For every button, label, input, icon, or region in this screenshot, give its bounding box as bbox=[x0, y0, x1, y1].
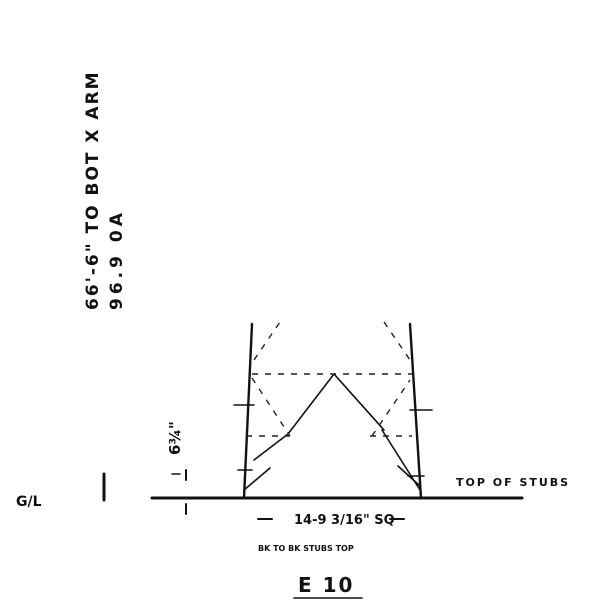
brace-dashed-right-upper bbox=[383, 321, 411, 361]
brace-center-left bbox=[287, 373, 335, 435]
brace-left-lower bbox=[243, 467, 271, 491]
tower-leg-right bbox=[408, 322, 423, 500]
sheet-id: E 10 bbox=[298, 573, 354, 597]
ground-line-label: G/L bbox=[16, 494, 42, 510]
brace-dashed-right-mid bbox=[371, 379, 411, 437]
base-dimension: 14-9 3/16" SQ bbox=[294, 513, 395, 528]
top-of-stubs-label: TOP OF STUBS bbox=[456, 476, 570, 489]
vertical-note-height: 66'-6" TO BOT X ARM bbox=[83, 70, 103, 310]
brace-left-diagonal bbox=[253, 433, 289, 461]
stub-height-note: 6¾" bbox=[166, 421, 184, 455]
brace-center-right bbox=[333, 373, 385, 431]
brace-dashed-left-mid bbox=[251, 377, 291, 437]
base-dimension-note: BK TO BK STUBS TOP bbox=[258, 544, 354, 553]
vertical-note-code: 96.9 0A bbox=[107, 209, 127, 310]
brace-dashed-left-upper bbox=[253, 321, 281, 361]
tower-leg-left bbox=[242, 322, 254, 500]
